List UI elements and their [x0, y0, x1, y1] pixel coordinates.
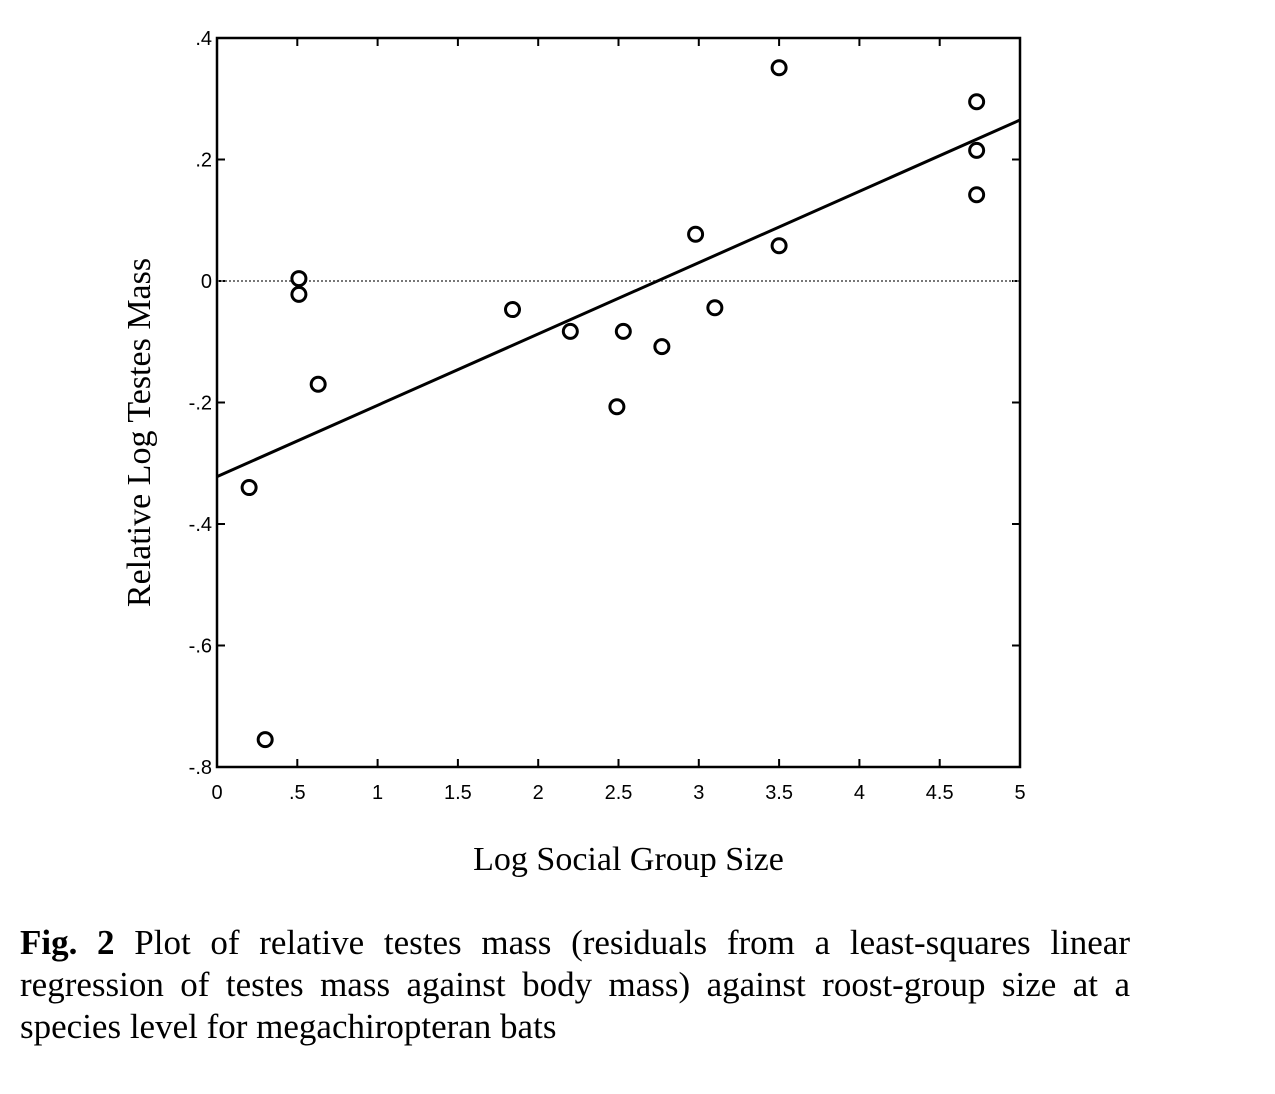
x-tick-label: 2.5: [605, 782, 633, 804]
y-tick-label: -.6: [189, 636, 212, 658]
y-tick-label: -.4: [189, 514, 212, 536]
data-points: [240, 59, 986, 749]
caption-text: Plot of relative testes mass (residuals …: [20, 923, 1130, 1046]
data-point: [770, 237, 788, 255]
data-point: [706, 299, 724, 317]
data-point: [309, 375, 327, 393]
data-point: [968, 93, 986, 111]
x-tick-label: 4: [854, 782, 865, 804]
x-tick-label: 3.5: [765, 782, 793, 804]
data-point: [614, 322, 632, 340]
x-tick-label: 0: [211, 782, 222, 804]
x-tick-label: 4.5: [926, 782, 954, 804]
data-point: [561, 322, 579, 340]
y-tick-label: .2: [195, 150, 212, 172]
figure-caption: Fig. 2 Plot of relative testes mass (res…: [20, 922, 1130, 1048]
x-axis-title: Log Social Group Size: [473, 841, 784, 878]
plot-frame: [215, 36, 1022, 769]
y-tick-label: 0: [201, 271, 212, 293]
data-point: [968, 186, 986, 204]
data-point: [290, 285, 308, 303]
data-point: [290, 270, 308, 288]
y-axis-title: Relative Log Testes Mass: [121, 258, 158, 607]
x-tick-label: 2: [533, 782, 544, 804]
y-tick-label: .4: [195, 28, 212, 50]
data-point: [240, 479, 258, 497]
x-tick-label: .5: [289, 782, 306, 804]
data-point: [770, 59, 788, 77]
x-tick-label: 5: [1014, 782, 1025, 804]
data-point: [608, 398, 626, 416]
y-tick-label: -.2: [189, 393, 212, 415]
y-tick-label: -.8: [189, 757, 212, 779]
tick-labels: 0 .5 1 1.5 2 2.5 3 3.5 4 4.5 5 .4 .2 0 -.2 -.4 -.6 -.8: [189, 28, 1026, 804]
data-point: [653, 338, 671, 356]
regression-line: [216, 118, 1021, 478]
data-point: [687, 225, 705, 243]
x-tick-label: 1.5: [444, 782, 472, 804]
x-tick-label: 3: [693, 782, 704, 804]
figure-label: Fig. 2: [20, 923, 115, 962]
x-tick-label: 1: [372, 782, 383, 804]
scatter-chart: 0 .5 1 1.5 2 2.5 3 3.5 4 4.5 5 .4 .2 0 -.2 -.4 -.6 -.8 Lo…: [121, 28, 1026, 878]
data-point: [504, 301, 522, 319]
data-point: [968, 141, 986, 159]
data-point: [256, 731, 274, 749]
